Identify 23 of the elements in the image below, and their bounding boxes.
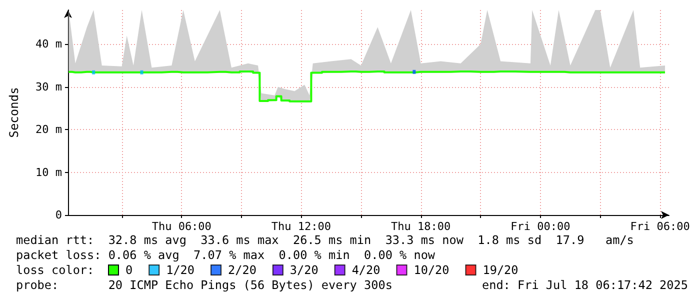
y-axis-title: Seconds (7, 87, 21, 138)
x-tick-label: Thu 18:00 (391, 220, 451, 233)
y-tick-label: 40 m (36, 38, 62, 51)
legend-label: 10/20 (414, 263, 450, 277)
legend-label: 2/20 (228, 263, 256, 277)
y-tick-label: 30 m (36, 80, 62, 94)
text: packet loss: 0.06 % avg 7.07 % max 0.00 % min 0.00 % now (16, 248, 436, 262)
x-tick-label: Thu 12:00 (271, 220, 332, 233)
x-tick-label: Fri 00:00 (510, 220, 570, 233)
legend-label: 19/20 (482, 263, 518, 277)
legend-label: 0 (126, 263, 133, 277)
y-tick-label: 10 m (36, 166, 62, 179)
x-tick-label: Fri 06:00 (630, 220, 690, 233)
legend-label: 4/20 (352, 263, 380, 277)
text: probe: 20 ICMP Echo Pings (56 Bytes) every 300s (16, 278, 392, 292)
legend-label: 3/20 (290, 263, 318, 277)
x-tick-label: Thu 06:00 (152, 220, 212, 233)
text: end: Fri Jul 18 06:17:42 2025 (482, 278, 688, 292)
legend-label: 1/20 (166, 263, 195, 277)
y-tick-label: 20 m (36, 123, 62, 136)
text: loss color: (16, 263, 94, 277)
y-tick-label: 0 (55, 208, 62, 222)
text: median rtt: 32.8 ms avg 33.6 ms max 26.5 ms min 33.3 ms now 1.8 ms sd 17.9 am/s (16, 233, 634, 247)
